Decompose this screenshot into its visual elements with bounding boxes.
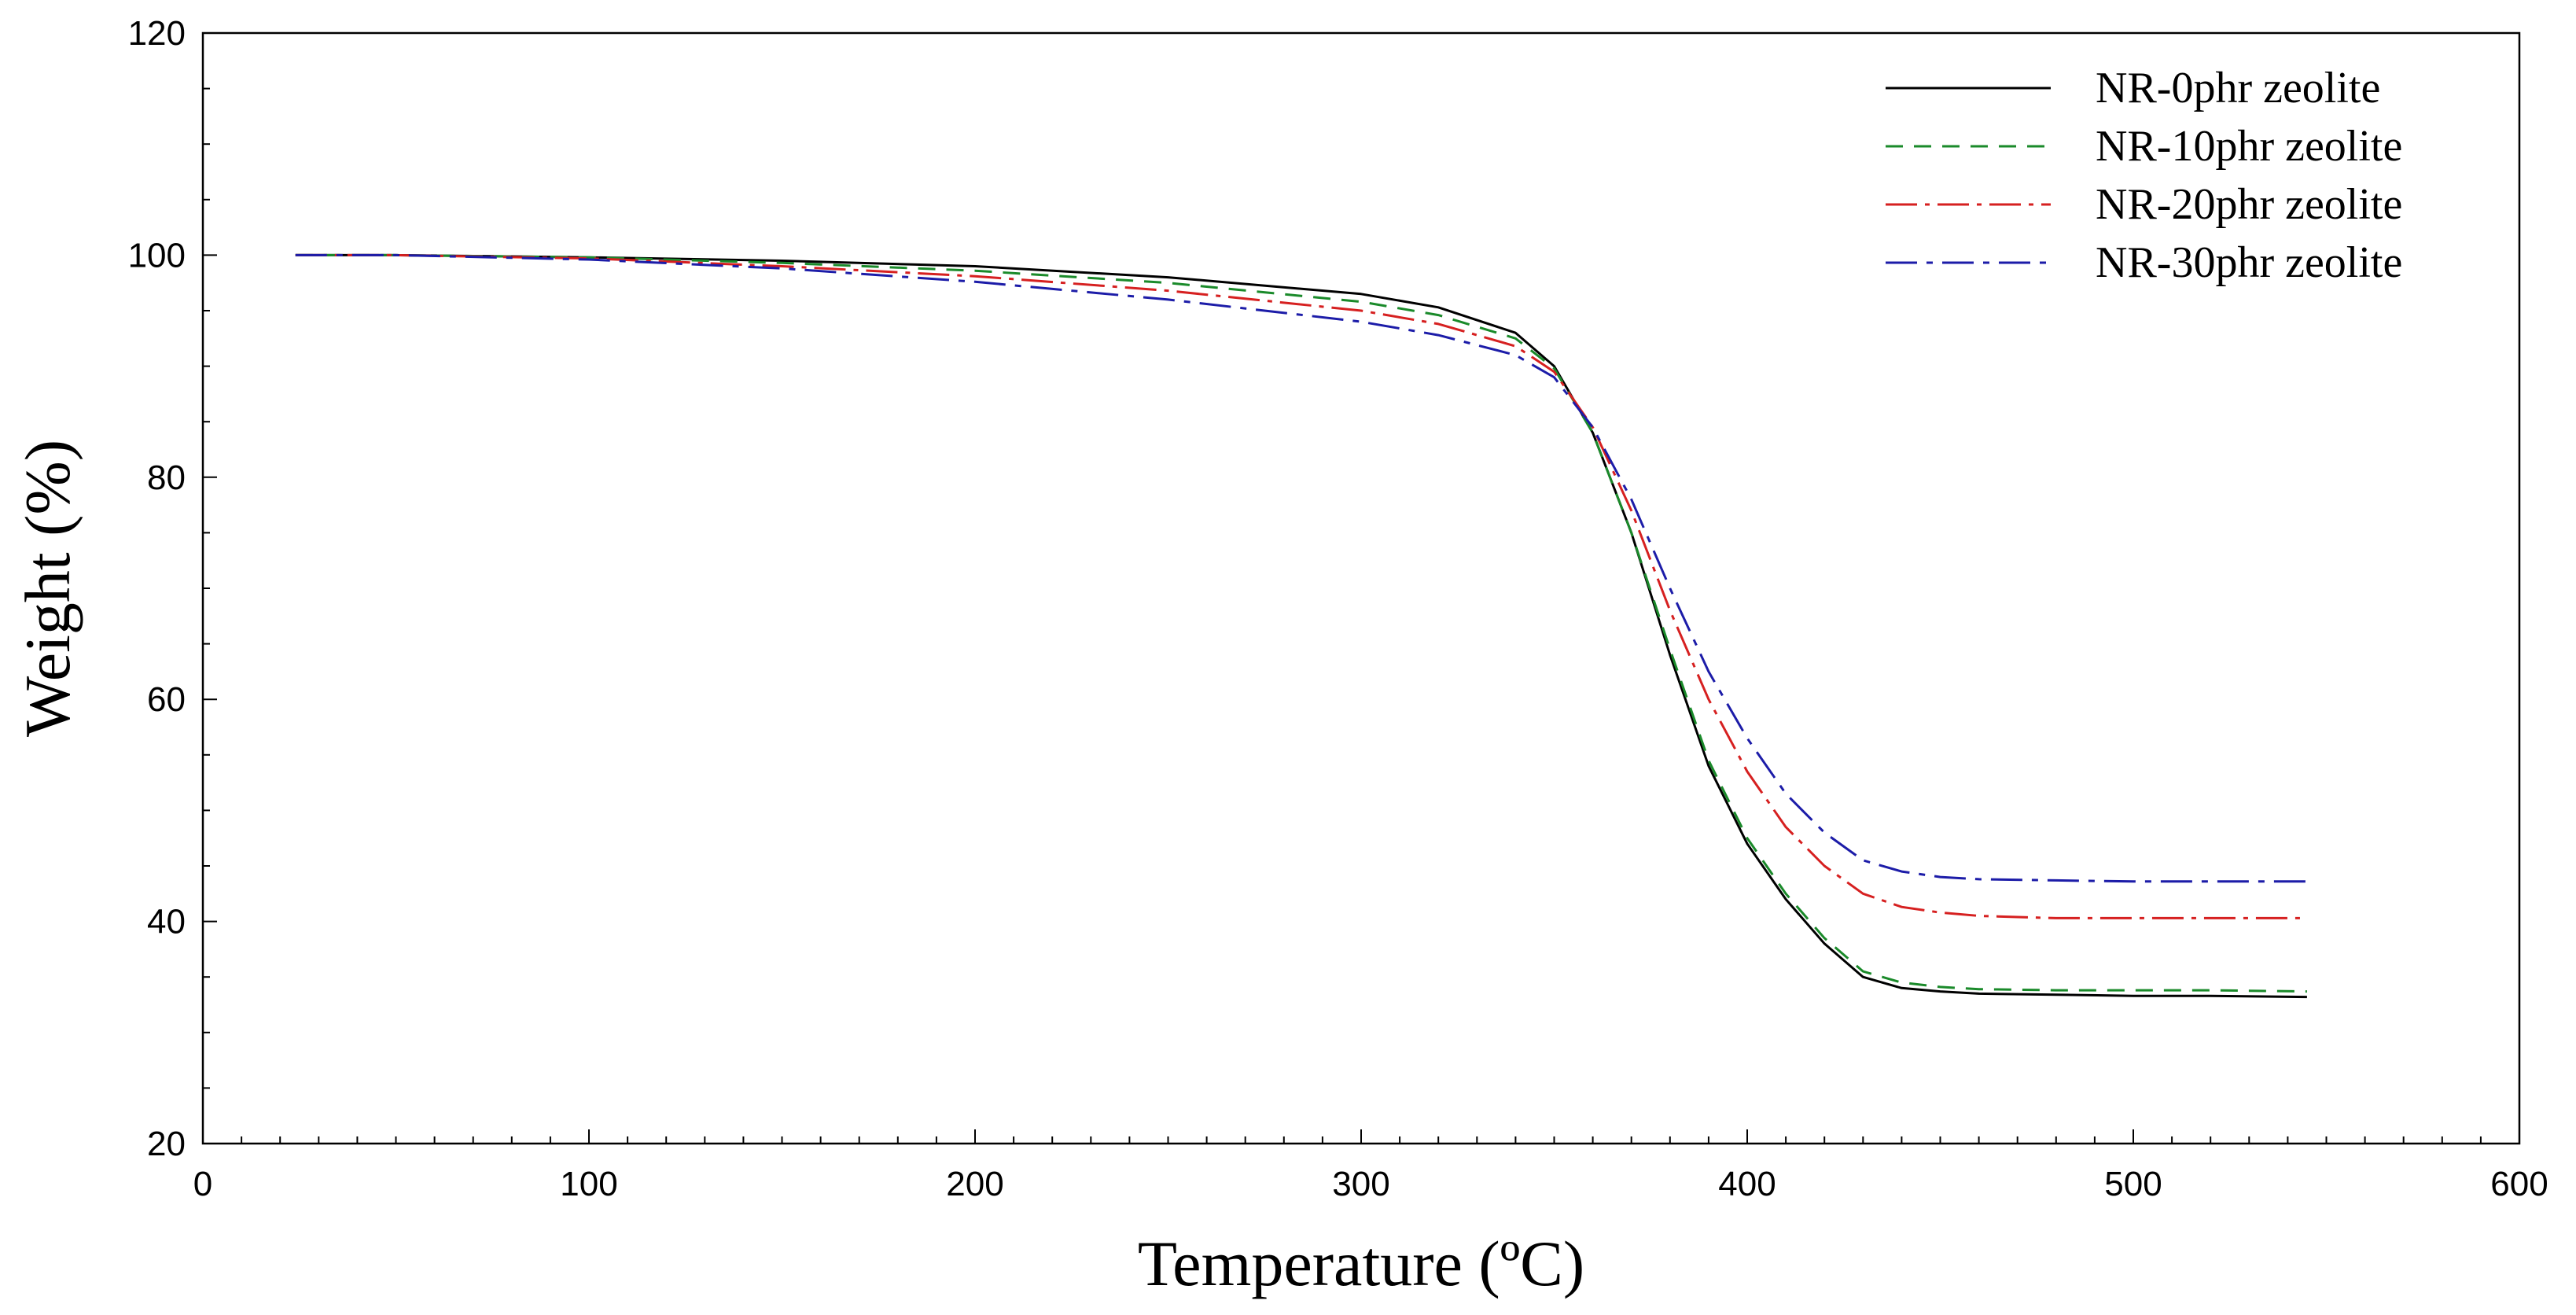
x-tick-label: 300 — [1332, 1165, 1389, 1203]
y-axis-title: Weight (%) — [12, 440, 83, 737]
series-line-3 — [296, 255, 2307, 881]
y-tick-label: 40 — [147, 903, 186, 941]
legend-label-0: NR-0phr zeolite — [2096, 64, 2380, 112]
x-tick-label: 100 — [560, 1165, 617, 1203]
series-lines — [296, 255, 2307, 996]
y-tick-label: 60 — [147, 680, 186, 719]
x-tick-label: 600 — [2490, 1165, 2548, 1203]
x-tick-label: 400 — [1718, 1165, 1776, 1203]
x-axis-title: Temperature (ºC) — [1138, 1228, 1584, 1299]
legend-label-2: NR-20phr zeolite — [2096, 180, 2402, 229]
legend: NR-0phr zeolite NR-10phr zeolite NR-20phr … — [1886, 64, 2402, 287]
y-tick-label: 80 — [147, 459, 186, 497]
series-line-0 — [296, 255, 2307, 996]
x-tick-label: 0 — [193, 1165, 212, 1203]
legend-label-3: NR-30phr zeolite — [2096, 238, 2402, 287]
series-line-2 — [296, 255, 2307, 918]
x-tick-label: 200 — [946, 1165, 1003, 1203]
x-tick-label: 500 — [2104, 1165, 2162, 1203]
legend-label-1: NR-10phr zeolite — [2096, 122, 2402, 171]
y-tick-label: 20 — [147, 1125, 186, 1163]
series-line-1 — [296, 255, 2307, 991]
y-tick-label: 120 — [128, 14, 186, 53]
y-tick-label: 100 — [128, 236, 186, 274]
